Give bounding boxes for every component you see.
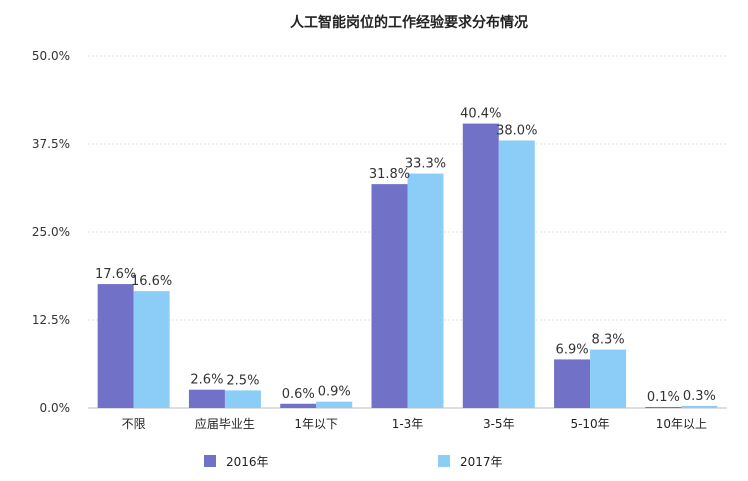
y-tick-label: 50.0%: [32, 49, 70, 63]
chart-title: 人工智能岗位的工作经验要求分布情况: [290, 14, 528, 31]
legend: 2016年 2017年: [204, 455, 503, 469]
data-label: 0.3%: [683, 389, 716, 404]
bar-2016: [97, 284, 134, 408]
x-tick-label: 应届毕业生: [195, 416, 255, 431]
bar-2016: [462, 123, 499, 409]
data-label: 2.5%: [226, 373, 259, 388]
bar-2017: [224, 390, 261, 408]
bar-2017: [681, 405, 718, 408]
legend-swatch: [204, 455, 216, 467]
data-label: 40.4%: [460, 107, 501, 122]
y-tick-label: 0.0%: [40, 401, 71, 415]
data-label: 31.8%: [369, 167, 410, 182]
x-tick-label: 10年以上: [656, 417, 707, 431]
y-tick-label: 25.0%: [32, 225, 70, 239]
bar-2017: [498, 140, 535, 409]
y-tick-label: 12.5%: [32, 313, 70, 327]
bar-2016: [371, 184, 408, 408]
x-tick-label: 1年以下: [294, 417, 338, 431]
legend-label: 2017年: [460, 455, 503, 469]
data-label: 8.3%: [592, 333, 625, 348]
legend-swatch: [438, 455, 450, 467]
data-label: 33.3%: [405, 157, 446, 172]
bar-2017: [316, 401, 353, 408]
x-tick-label: 1-3年: [392, 417, 424, 431]
data-label: 2.6%: [190, 373, 223, 388]
data-label: 17.6%: [95, 267, 136, 282]
data-label: 16.6%: [131, 274, 172, 289]
y-tick-label: 37.5%: [32, 137, 70, 151]
bar-2017: [133, 291, 170, 408]
data-label: 6.9%: [556, 342, 589, 357]
x-axis-ticks: 不限 应届毕业生 1年以下 1-3年 3-5年 5-10年 10年以上: [122, 416, 707, 431]
bar-2017: [590, 349, 627, 408]
data-label: 38.0%: [496, 123, 537, 138]
data-labels: 17.6%16.6% 2.6% 2.5% 0.6% 0.9% 31.8%33.3% 40.4…: [95, 107, 716, 405]
bar-2016: [188, 389, 225, 408]
bar-2016: [645, 407, 682, 408]
data-label: 0.1%: [647, 390, 680, 405]
data-label: 0.6%: [282, 387, 315, 402]
bars: [97, 123, 718, 409]
data-label: 0.9%: [318, 385, 351, 400]
bar-2017: [407, 173, 444, 408]
y-axis-ticks: 0.0% 12.5% 25.0% 37.5% 50.0%: [32, 49, 70, 415]
x-tick-label: 不限: [122, 417, 146, 431]
x-tick-label: 3-5年: [483, 417, 515, 431]
x-tick-label: 5-10年: [570, 417, 609, 431]
bar-2016: [554, 359, 591, 408]
bar-2016: [280, 403, 317, 408]
legend-label: 2016年: [226, 455, 269, 469]
